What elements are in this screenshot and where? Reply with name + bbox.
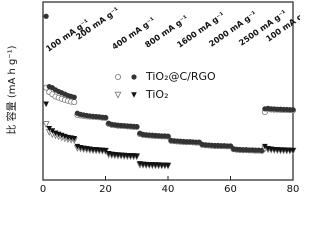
x-tick-label: 60	[224, 184, 237, 195]
data-point	[133, 153, 140, 159]
data-point	[71, 99, 78, 106]
data-point	[262, 143, 268, 150]
legend-marker	[131, 74, 137, 80]
data-point	[165, 162, 171, 169]
data-point	[43, 101, 49, 108]
data-point	[42, 121, 50, 129]
data-point	[102, 114, 109, 121]
legend-marker	[115, 74, 122, 81]
x-tick-label: 80	[287, 184, 300, 195]
data-point	[134, 124, 140, 130]
page: 比 容量 (mA h g⁻¹) 0 20 40 60 80 100 mA g⁻¹ 200 m…	[5, 1, 300, 195]
data-point	[259, 147, 265, 154]
data-point	[43, 13, 49, 19]
legend-marker	[131, 92, 137, 98]
data-point	[71, 94, 77, 100]
x-tick-label: 20	[99, 184, 112, 195]
legend-label: TiO₂	[145, 88, 169, 101]
data-point	[290, 107, 296, 113]
data-point	[102, 147, 109, 154]
data-point	[46, 126, 53, 132]
data-point	[49, 128, 56, 134]
x-tick-label: 0	[40, 184, 46, 195]
data-point	[290, 147, 296, 154]
legend-box	[106, 68, 212, 104]
legend-marker	[114, 91, 122, 99]
x-tick-label: 40	[162, 184, 175, 195]
legend-label: TiO₂@C/RGO	[145, 70, 216, 83]
data-point	[71, 136, 78, 142]
y-axis-label: 比 容量 (mA h g⁻¹)	[5, 45, 18, 134]
data-point	[165, 133, 171, 139]
